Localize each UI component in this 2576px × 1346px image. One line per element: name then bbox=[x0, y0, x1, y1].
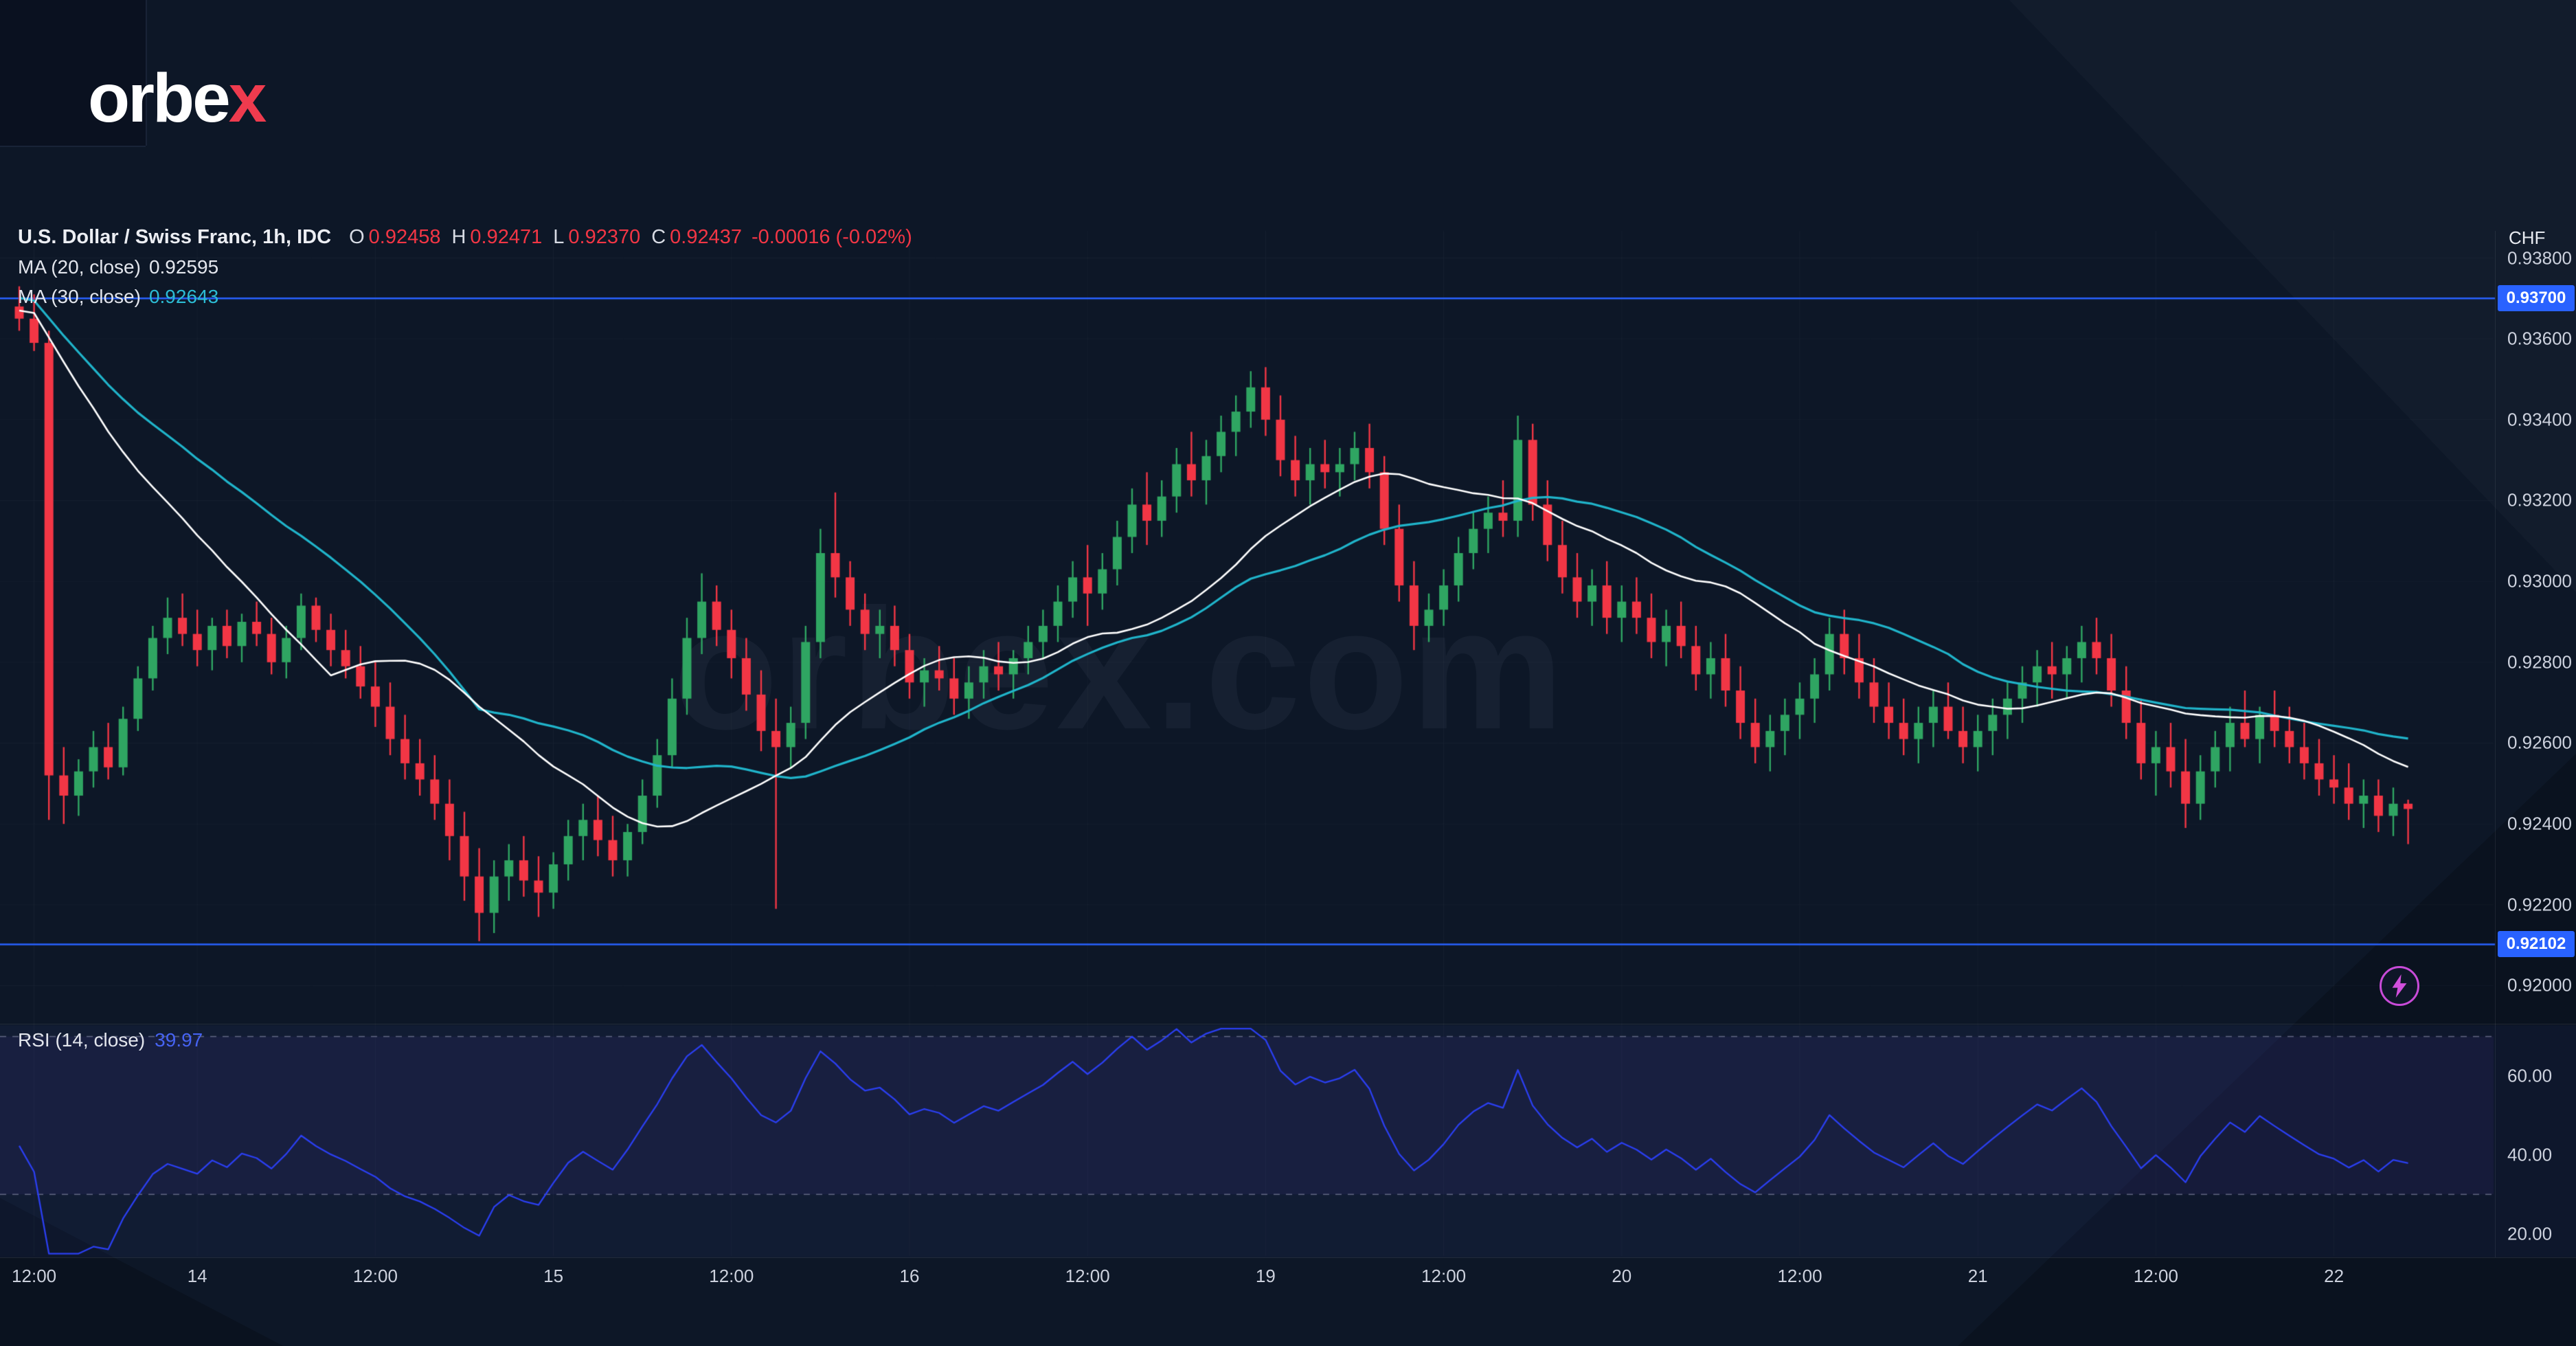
ohlc-close-value: 0.92437 bbox=[670, 226, 742, 248]
ohlc-open-label: O bbox=[349, 226, 365, 248]
brand-logo: orbex bbox=[88, 60, 267, 137]
ohlc-low-label: L bbox=[553, 226, 565, 248]
ohlc-open-value: 0.92458 bbox=[368, 226, 441, 248]
price-change-value: -0.00016 (-0.02%) bbox=[752, 226, 912, 248]
ma30-label: MA (30, close) bbox=[18, 286, 141, 307]
price-axis-currency-label: CHF bbox=[2509, 227, 2546, 248]
rsi-value: 39.97 bbox=[155, 1029, 203, 1051]
symbol-title[interactable]: U.S. Dollar / Swiss Franc, 1h, IDC bbox=[18, 226, 332, 248]
rsi-legend-row[interactable]: RSI (14, close) 39.97 bbox=[18, 1029, 203, 1051]
brand-logo-accent: x bbox=[228, 60, 267, 137]
ohlc-low-value: 0.92370 bbox=[568, 226, 641, 248]
ohlc-high-label: H bbox=[451, 226, 466, 248]
axis-separator bbox=[2495, 231, 2496, 1257]
quick-trade-button[interactable] bbox=[2380, 966, 2419, 1006]
price-axis[interactable] bbox=[2494, 231, 2576, 1257]
ohlc-high-value: 0.92471 bbox=[470, 226, 543, 248]
chart-legend: U.S. Dollar / Swiss Franc, 1h, IDC O 0.924… bbox=[18, 223, 912, 311]
symbol-ohlc-row[interactable]: U.S. Dollar / Swiss Franc, 1h, IDC O 0.924… bbox=[18, 223, 912, 252]
lightning-icon bbox=[2392, 974, 2407, 998]
rsi-label: RSI (14, close) bbox=[18, 1029, 146, 1051]
timeaxis-separator bbox=[0, 1257, 2576, 1258]
brand-logo-text: orbe bbox=[88, 60, 231, 137]
ma20-value: 0.92595 bbox=[148, 256, 219, 278]
ma20-label: MA (20, close) bbox=[18, 256, 141, 278]
time-axis[interactable] bbox=[0, 1257, 2576, 1312]
ma30-legend-row[interactable]: MA (30, close) 0.92643 bbox=[18, 282, 912, 311]
ma30-value: 0.92643 bbox=[148, 286, 219, 307]
ma20-legend-row[interactable]: MA (20, close) 0.92595 bbox=[18, 252, 912, 282]
ohlc-close-label: C bbox=[651, 226, 666, 248]
